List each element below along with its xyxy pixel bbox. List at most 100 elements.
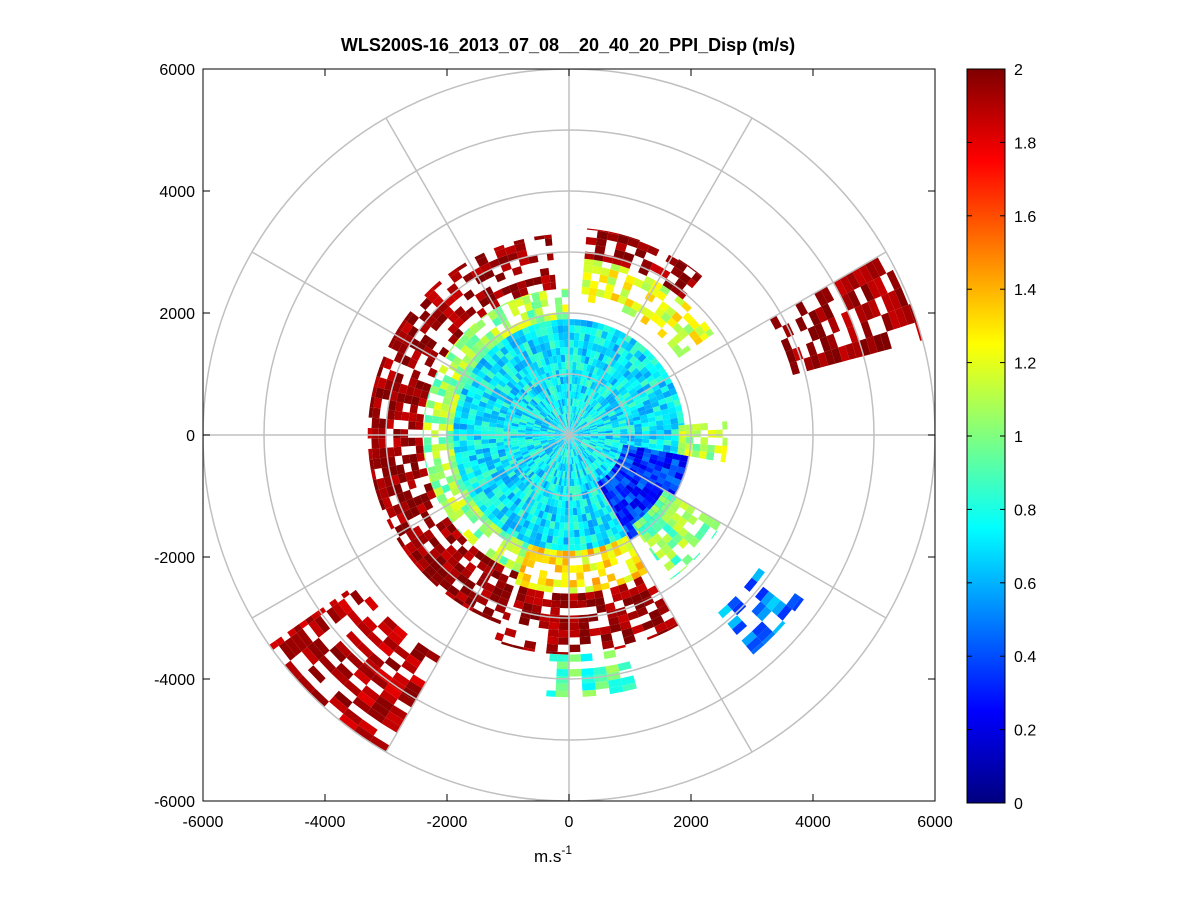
data-cell	[537, 336, 545, 345]
data-cell	[699, 522, 711, 534]
data-cell	[498, 367, 507, 377]
data-cell	[600, 515, 608, 524]
data-cell	[555, 683, 569, 692]
data-cell	[580, 393, 585, 401]
data-cell	[587, 465, 593, 473]
data-cell	[548, 505, 554, 514]
data-cell	[628, 387, 637, 396]
data-cell	[463, 382, 472, 391]
data-cell	[591, 358, 598, 367]
data-cell	[393, 437, 402, 448]
data-cell	[420, 334, 432, 346]
data-cell	[592, 392, 600, 400]
data-cell	[402, 545, 412, 557]
data-cell	[636, 467, 646, 475]
data-cell	[509, 473, 518, 482]
data-cell	[593, 402, 601, 410]
data-cell	[582, 412, 589, 419]
data-cell	[473, 435, 482, 440]
data-cell	[608, 326, 617, 335]
data-cell	[490, 569, 502, 580]
data-cell	[769, 315, 783, 330]
data-cell	[415, 437, 423, 446]
data-cell	[671, 435, 679, 441]
data-cell	[400, 437, 409, 447]
data-cell	[491, 453, 500, 460]
data-cell	[492, 475, 502, 483]
data-cell	[597, 407, 605, 414]
data-cell	[631, 412, 640, 418]
data-cell	[512, 375, 520, 384]
data-cell	[452, 550, 464, 563]
data-cell	[681, 554, 694, 566]
data-cell	[555, 557, 563, 566]
data-cell	[548, 450, 555, 457]
data-cell	[542, 282, 552, 291]
data-cell	[527, 419, 535, 424]
data-cell	[545, 372, 551, 381]
data-cell	[523, 454, 531, 461]
data-cell	[487, 357, 497, 367]
data-cell	[577, 377, 582, 385]
data-cell	[554, 445, 560, 453]
data-cell	[648, 365, 658, 375]
data-cell	[488, 426, 497, 432]
data-cell	[488, 592, 501, 604]
data-cell	[541, 390, 547, 399]
data-cell	[521, 294, 529, 298]
data-cell	[446, 283, 459, 295]
data-cell	[502, 461, 511, 469]
data-cell	[527, 254, 539, 264]
data-cell	[388, 337, 397, 349]
colorbar-tick-label: 0.4	[1014, 649, 1036, 666]
data-cell	[533, 597, 543, 607]
data-cell	[427, 466, 437, 475]
data-cell	[562, 319, 569, 326]
data-cell	[491, 410, 500, 417]
data-cell	[722, 437, 728, 447]
data-cell	[423, 529, 435, 541]
data-cell	[527, 339, 535, 349]
data-cell	[588, 473, 595, 481]
data-cell	[562, 391, 566, 399]
data-cell	[552, 419, 559, 426]
data-cell	[518, 444, 527, 449]
data-cell	[525, 348, 534, 357]
data-cell	[569, 413, 572, 421]
data-cell	[658, 267, 671, 279]
data-cell	[871, 256, 887, 277]
data-cell	[573, 423, 579, 430]
data-cell	[642, 452, 651, 459]
data-cell	[455, 590, 469, 603]
data-cell	[622, 251, 635, 262]
data-cell	[522, 519, 531, 529]
data-cell	[609, 479, 618, 488]
data-cell	[565, 361, 569, 370]
data-cell	[579, 325, 587, 334]
data-cell	[517, 500, 526, 509]
data-cell	[605, 332, 614, 342]
data-cell	[631, 593, 643, 604]
data-cell	[624, 361, 633, 370]
data-cell	[487, 309, 495, 315]
data-cell	[557, 470, 562, 478]
data-cell	[601, 506, 609, 516]
data-cell	[554, 430, 562, 434]
data-cell	[581, 348, 588, 357]
data-cell	[641, 456, 650, 463]
data-cell	[583, 436, 591, 439]
data-cell	[576, 462, 581, 471]
data-cell	[494, 563, 505, 574]
data-cell	[583, 528, 591, 537]
data-cell	[642, 512, 652, 522]
data-cell	[616, 396, 625, 404]
data-cell	[416, 503, 427, 514]
data-cell	[554, 340, 560, 349]
data-cell	[534, 444, 542, 449]
data-cell	[583, 394, 589, 403]
data-cell	[495, 490, 504, 499]
data-cell	[541, 441, 549, 446]
data-cell	[656, 538, 667, 549]
data-cell	[631, 379, 641, 388]
colorbar-tick-label: 1.2	[1014, 356, 1036, 373]
